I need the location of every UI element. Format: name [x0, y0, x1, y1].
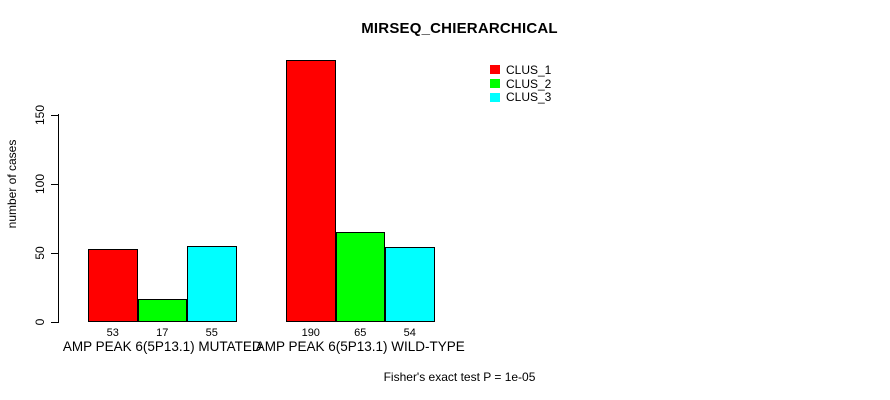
y-axis-label: number of cases	[5, 139, 19, 229]
bar-value-label: 190	[301, 327, 320, 339]
category-label: AMP PEAK 6(5P13.1) MUTATED	[62, 339, 262, 354]
y-tick-label: 100	[33, 173, 47, 195]
legend-item-label: CLUS_2	[506, 76, 552, 91]
legend-item-clus_3: CLUS_3	[490, 90, 551, 104]
y-tick-mark	[51, 115, 59, 116]
bar-value-label: 17	[156, 327, 169, 339]
legend-item-clus_1: CLUS_1	[490, 63, 551, 77]
legend-item-clus_2: CLUS_2	[490, 77, 551, 91]
bar-value-label: 54	[403, 327, 416, 339]
bar-clus_2-group1	[137, 298, 187, 322]
bar-clus_1-group1	[88, 248, 138, 322]
y-tick-mark	[51, 184, 59, 185]
y-tick-label: 150	[33, 104, 47, 126]
bar-value-label: 55	[205, 327, 218, 339]
legend: CLUS_1 CLUS_2 CLUS_3	[490, 63, 551, 104]
legend-swatch-icon	[490, 65, 500, 75]
bar-clus_3-group2	[385, 247, 435, 322]
annotation-text: Fisher's exact test P = 1e-05	[383, 370, 536, 384]
y-tick-mark	[51, 253, 59, 254]
legend-item-label: CLUS_1	[506, 62, 552, 77]
legend-swatch-icon	[490, 79, 500, 89]
bar-clus_1-group2	[286, 59, 336, 322]
legend-swatch-icon	[490, 92, 500, 102]
legend-item-label: CLUS_3	[506, 90, 552, 105]
bar-clus_2-group2	[335, 232, 385, 322]
bar-value-label: 53	[106, 327, 119, 339]
bar-value-label: 65	[354, 327, 367, 339]
bar-clus_3-group1	[187, 246, 237, 322]
category-label: AMP PEAK 6(5P13.1) WILD-TYPE	[255, 339, 465, 354]
y-axis-line	[58, 114, 59, 323]
y-tick-label: 50	[33, 246, 47, 260]
chart-title: MIRSEQ_CHIERARCHICAL	[361, 20, 558, 37]
y-tick-label: 0	[33, 318, 47, 326]
y-tick-mark	[51, 322, 59, 323]
